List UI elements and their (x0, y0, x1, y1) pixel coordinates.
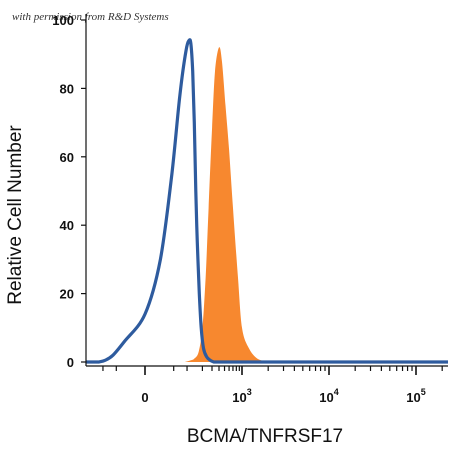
y-tick-label: 20 (60, 287, 74, 302)
y-tick-label: 40 (60, 218, 74, 233)
y-tick-layer: 0 20 40 60 80 100 (52, 13, 86, 370)
x-tick-label: 104 (319, 387, 338, 405)
x-tick-label: 105 (406, 387, 425, 405)
watermark-text: with permission from R&D Systems (12, 11, 169, 23)
x-tick-label: 103 (232, 387, 251, 405)
histogram-outline-1 (86, 38, 448, 364)
y-tick-label: 0 (67, 355, 74, 370)
x-axis-label: BCMA/TNFRSF17 (187, 426, 343, 447)
x-tick-label: 0 (141, 390, 148, 405)
x-tick-layer: 0 103 104 105 (102, 366, 443, 405)
y-tick-label: 80 (60, 81, 74, 96)
y-tick-label: 60 (60, 150, 74, 165)
y-tick-label: 100 (52, 13, 74, 28)
y-axis-label: Relative Cell Number (5, 125, 26, 305)
histogram-fill-0 (184, 47, 269, 362)
series-layer (86, 38, 448, 364)
plot-area: 0 20 40 60 80 100 0 103 104 105 (52, 13, 448, 405)
